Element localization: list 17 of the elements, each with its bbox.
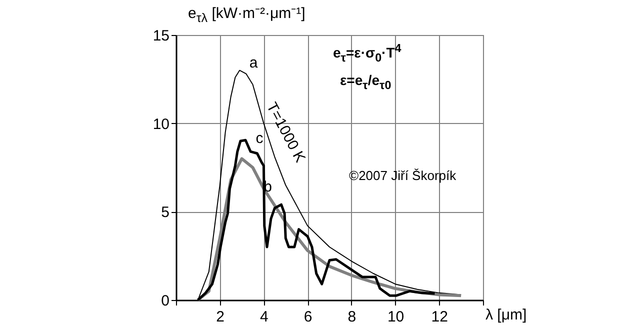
x-tick-label: 6 xyxy=(304,308,312,325)
y-tick-label: 5 xyxy=(161,204,170,222)
series-label: c xyxy=(256,130,264,148)
y-tick-label: 10 xyxy=(152,116,170,133)
y-tick-label: 15 xyxy=(152,28,170,44)
y-axis-title: e$_{τλ}$ [kW·m⁻²·μm⁻¹] xyxy=(188,4,306,25)
x-tick-label: 10 xyxy=(387,308,404,325)
x-axis-title: λ [μm] xyxy=(486,306,527,324)
annotation: ©2007 Jiří Škorpík xyxy=(349,168,456,183)
series-label: a xyxy=(249,54,258,72)
y-tick-label: 0 xyxy=(161,292,170,310)
x-tick-label: 4 xyxy=(260,308,268,325)
x-tick-label: 12 xyxy=(431,308,448,325)
x-tick-label: 2 xyxy=(216,308,225,325)
x-tick-label: 8 xyxy=(348,308,356,325)
annotation: ε=e$_{τ}$/e$_{τ0}$ xyxy=(340,72,392,92)
annotation: e$_{τ}$=ε·σ$_{0}$·T$^{4}$ xyxy=(333,42,402,64)
